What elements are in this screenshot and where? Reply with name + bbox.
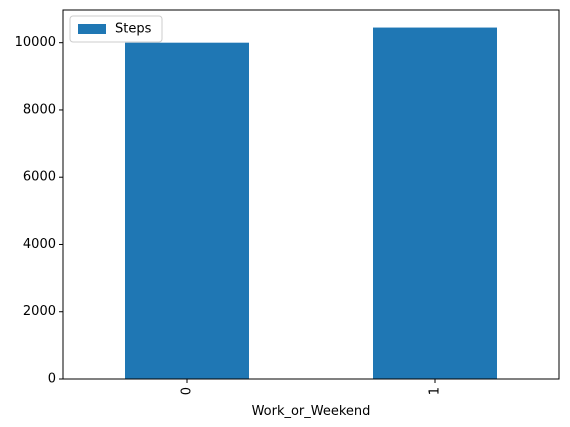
x-tick-label-0: 0: [180, 387, 195, 395]
bar-1: [373, 27, 497, 379]
y-tick-label-4000: 4000: [23, 237, 56, 252]
plot-frame: [62, 9, 560, 380]
x-axis-label: Work_or_Weekend: [252, 404, 371, 419]
y-tick-label-10000: 10000: [15, 35, 56, 50]
bar-0: [125, 42, 249, 379]
y-tick-label-6000: 6000: [23, 170, 56, 185]
bars-group: [125, 27, 497, 379]
legend-swatch-steps: [78, 24, 106, 34]
y-tick-label-0: 0: [48, 372, 56, 387]
y-axis: 0 2000 4000 6000 8000 10000: [15, 35, 63, 387]
x-tick-label-1: 1: [428, 387, 443, 395]
y-tick-label-8000: 8000: [23, 102, 56, 117]
legend: Steps: [69, 15, 163, 43]
y-tick-label-2000: 2000: [23, 304, 56, 319]
legend-label-steps: Steps: [115, 22, 152, 37]
legend-box: [69, 15, 163, 43]
